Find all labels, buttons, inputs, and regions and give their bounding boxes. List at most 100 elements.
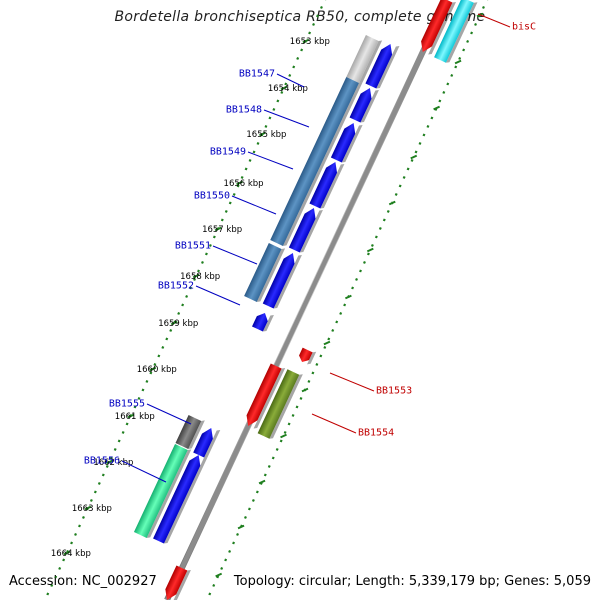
ruler-dot xyxy=(320,5,323,9)
ruler-dot xyxy=(212,235,216,239)
gene-bb1554-bar[interactable] xyxy=(257,367,303,440)
kbp-label: 1661 kbp xyxy=(115,412,155,422)
leader-line xyxy=(231,195,277,215)
ruler-dot xyxy=(113,447,117,451)
gene-label-bb1556[interactable]: BB1556 xyxy=(84,456,120,467)
genome-info-text: Topology: circular; Length: 5,339,179 bp… xyxy=(233,574,591,589)
ruler-dot xyxy=(224,558,228,562)
gene-bb1556-bar[interactable] xyxy=(133,442,192,539)
gene-bb1550-arrow[interactable] xyxy=(309,158,345,210)
ruler-tick xyxy=(84,505,92,511)
ruler-dot xyxy=(70,541,74,545)
ruler-dot xyxy=(275,447,279,451)
leader-line xyxy=(311,413,357,434)
ruler-dot xyxy=(141,388,145,392)
gene-bb1548-bar[interactable] xyxy=(270,75,363,247)
ruler-dot xyxy=(220,218,224,222)
ruler-tick xyxy=(214,226,222,232)
ruler-dot xyxy=(402,175,406,179)
gene-small-arrow[interactable] xyxy=(252,309,274,333)
ruler-dot xyxy=(145,379,149,383)
gene-label-bb1555[interactable]: BB1555 xyxy=(109,399,145,410)
ruler-dot xyxy=(232,541,236,545)
gene-bb1551-bar[interactable] xyxy=(244,241,286,303)
ruler-dot xyxy=(300,48,304,52)
gene-label-bb1554[interactable]: BB1554 xyxy=(358,428,394,439)
gene-label-bb1548[interactable]: BB1548 xyxy=(226,105,262,116)
kbp-label: 1653 kbp xyxy=(290,37,330,47)
ruler-tick xyxy=(258,479,266,485)
ruler-dot xyxy=(82,515,85,519)
ruler-dot xyxy=(263,473,267,477)
gene-label-bb1553[interactable]: BB1553 xyxy=(376,386,412,397)
leader-line xyxy=(276,73,305,88)
ruler-dot xyxy=(50,583,54,587)
kbp-label: 1663 kbp xyxy=(72,504,112,514)
ruler-dot xyxy=(58,566,62,570)
gene-bb1553-arrow[interactable] xyxy=(243,362,286,430)
ruler-dot xyxy=(247,507,251,511)
ruler-dot xyxy=(272,107,276,111)
ruler-dot xyxy=(422,133,426,137)
ruler-dot xyxy=(220,566,224,570)
leader-line xyxy=(247,151,294,170)
ruler-dot xyxy=(295,405,299,409)
ruler-dot xyxy=(208,592,212,596)
ruler-dot xyxy=(466,39,470,43)
gene-small-red-arrow[interactable] xyxy=(297,346,317,366)
ruler-dot xyxy=(446,82,450,86)
gene-bb1551-arrow[interactable] xyxy=(288,204,323,254)
ruler-dot xyxy=(236,184,240,188)
ruler-tick xyxy=(149,366,157,372)
reverse-ruler xyxy=(208,0,489,596)
ruler-dot xyxy=(335,320,339,324)
ruler-tick xyxy=(170,320,178,326)
ruler-dot xyxy=(89,498,93,502)
gene-label-bisc[interactable]: bisC xyxy=(512,22,536,33)
backbone-line xyxy=(164,0,450,600)
ruler-tick xyxy=(302,38,310,44)
leader-line xyxy=(263,109,310,128)
gene-bb1547-arrow[interactable] xyxy=(365,40,400,90)
gene-bb1555-arrow[interactable] xyxy=(193,424,221,459)
gene-bb1552-arrow[interactable] xyxy=(262,249,302,310)
ruler-dot xyxy=(462,48,466,52)
ruler-tick xyxy=(237,524,245,530)
ruler-dot xyxy=(193,277,197,281)
ruler-dot xyxy=(410,158,414,162)
gene-features xyxy=(133,0,478,600)
kbp-ruler xyxy=(46,0,327,596)
ruler-dot xyxy=(228,201,232,205)
gene-label-bb1547[interactable]: BB1547 xyxy=(239,69,275,80)
ruler-dot xyxy=(450,73,454,77)
ruler-dot xyxy=(74,532,77,536)
ruler-dot xyxy=(287,422,291,426)
ruler-dot xyxy=(426,124,430,128)
accession-text: Accession: NC_002927 xyxy=(9,574,157,589)
gene-bb1547-bar[interactable] xyxy=(346,33,383,84)
gene-label-bb1551[interactable]: BB1551 xyxy=(175,241,211,252)
ruler-dot xyxy=(201,260,204,264)
ruler-tick xyxy=(280,85,288,91)
ruler-dot xyxy=(181,303,185,307)
ruler-dot xyxy=(251,498,255,502)
ruler-dot xyxy=(189,286,193,290)
gene-bottom-red-arrow[interactable] xyxy=(162,564,191,600)
ruler-dot xyxy=(406,167,410,171)
ruler-dot xyxy=(470,31,474,35)
gene-bb1548-arrow[interactable] xyxy=(349,84,379,124)
gene-label-bb1550[interactable]: BB1550 xyxy=(194,191,230,202)
ruler-tick xyxy=(344,294,352,300)
ruler-dot xyxy=(244,167,248,171)
gene-bisc-bar[interactable] xyxy=(434,0,478,64)
gene-bb1549-arrow[interactable] xyxy=(330,119,363,164)
gene-bisc-arrow[interactable] xyxy=(417,0,457,56)
ruler-dot xyxy=(224,209,228,213)
gene-label-bb1549[interactable]: BB1549 xyxy=(210,147,246,158)
map-title: Bordetella bronchiseptica RB50, complete… xyxy=(114,9,486,25)
gene-bb1556-arrow[interactable] xyxy=(153,451,208,545)
ruler-dot xyxy=(363,260,366,264)
gene-bb1555-bar[interactable] xyxy=(175,413,205,450)
leader-line xyxy=(146,403,192,425)
gene-label-bb1552[interactable]: BB1552 xyxy=(158,281,194,292)
